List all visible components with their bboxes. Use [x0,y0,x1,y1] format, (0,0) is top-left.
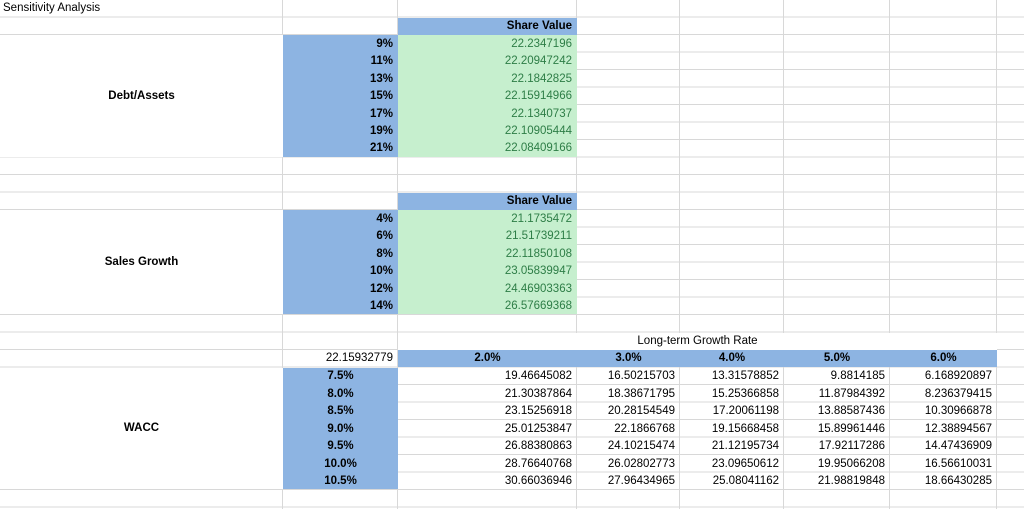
cell-wacc-value[interactable]: 25.08041162 [712,475,779,488]
cell-title[interactable]: Sensitivity Analysis [3,2,101,15]
cell-sales-growth-pct[interactable]: 6% [283,227,398,245]
cell-wacc-row-pct[interactable]: 8.0% [283,385,398,403]
cell-debt-assets-value[interactable]: 22.10905444 [398,122,577,140]
cell-wacc-row-pct[interactable]: 10.0% [283,455,398,473]
cell-sales-growth-value[interactable]: 21.1735472 [398,210,577,228]
cell-share-value-header-debt[interactable]: Share Value [398,17,577,35]
cell-sales-growth-value[interactable]: 24.46903363 [398,280,577,298]
cell-wacc-value[interactable]: 21.30387864 [504,387,572,400]
cell-debt-assets-value[interactable]: 22.1340737 [398,105,577,123]
cell-wacc-value[interactable]: 20.28154549 [607,405,675,418]
cell-wacc-row-pct[interactable]: 9.5% [283,437,398,455]
cell-sales-growth-label[interactable]: Sales Growth [0,210,283,314]
cell-sales-growth-value[interactable]: 26.57669368 [398,297,577,314]
cell-sales-growth-pct[interactable]: 4% [283,210,398,228]
cell-wacc-label[interactable]: WACC [0,367,283,489]
cell-wacc-col-header[interactable]: 2.0% [398,350,577,367]
cell-wacc-value[interactable]: 23.09650612 [711,457,779,470]
cell-debt-assets-pct[interactable]: 15% [283,87,398,105]
cell-wacc-value[interactable]: 24.10215474 [607,440,675,453]
cell-sales-growth-pct[interactable]: 14% [283,297,398,314]
cell-wacc-value[interactable]: 28.76640768 [504,457,572,470]
cell-sales-growth-value[interactable]: 21.51739211 [398,227,577,245]
cell-debt-assets-value[interactable]: 22.15914966 [398,87,577,105]
cell-share-value-header-sales[interactable]: Share Value [398,192,577,210]
cell-sales-growth-value[interactable]: 22.11850108 [398,245,577,263]
cell-debt-assets-value[interactable]: 22.2347196 [398,35,577,53]
cell-wacc-value[interactable]: 23.15256918 [504,405,572,418]
cell-wacc-value[interactable]: 13.31578852 [711,370,779,383]
cell-wacc-value[interactable]: 8.236379415 [924,387,992,400]
cell-wacc-value[interactable]: 30.66036946 [504,475,572,488]
cell-wacc-col-header[interactable]: 4.0% [680,350,784,367]
cell-debt-assets-value[interactable]: 22.20947242 [398,52,577,70]
cell-wacc-col-header[interactable]: 5.0% [784,350,890,367]
cell-wacc-value[interactable]: 18.38671795 [607,387,675,400]
cell-wacc-value[interactable]: 19.46645082 [504,370,572,383]
cell-debt-assets-pct[interactable]: 19% [283,122,398,140]
cell-wacc-value[interactable]: 27.96434965 [607,475,675,488]
cell-wacc-value[interactable]: 26.02802773 [607,457,675,470]
cell-wacc-value[interactable]: 21.12195734 [711,440,779,453]
cell-wacc-row-pct[interactable]: 9.0% [283,420,398,438]
cell-wacc-value[interactable]: 17.20061198 [712,405,779,418]
cell-sales-growth-pct[interactable]: 12% [283,280,398,298]
cell-wacc-row-pct[interactable]: 10.5% [283,472,398,489]
cell-wacc-value[interactable]: 9.8814185 [830,370,885,383]
cell-wacc-row-pct[interactable]: 8.5% [283,402,398,420]
cell-debt-assets-pct[interactable]: 11% [283,52,398,70]
cell-wacc-row-pct[interactable]: 7.5% [283,367,398,385]
cell-wacc-value[interactable]: 16.56610031 [924,457,992,470]
cell-wacc-col-header[interactable]: 6.0% [890,350,997,367]
cell-wacc-value[interactable]: 15.89961446 [817,422,885,435]
cell-wacc-value[interactable]: 14.47436909 [924,440,992,453]
cell-wacc-value[interactable]: 16.50215703 [607,370,675,383]
cell-wacc-value[interactable]: 19.15668458 [711,422,779,435]
cell-wacc-value[interactable]: 21.98819848 [817,475,885,488]
cell-wacc-corner-value[interactable]: 22.15932779 [325,352,393,365]
cell-sales-growth-value[interactable]: 23.05839947 [398,262,577,280]
cell-wacc-value[interactable]: 19.95066208 [817,457,885,470]
cell-long-term-growth-rate-header[interactable]: Long-term Growth Rate [398,332,997,350]
cell-debt-assets-pct[interactable]: 21% [283,140,398,157]
cell-wacc-value[interactable]: 6.168920897 [924,370,992,383]
cell-sales-growth-pct[interactable]: 8% [283,245,398,263]
cell-wacc-value[interactable]: 26.88380863 [504,440,572,453]
cell-wacc-value[interactable]: 25.01253847 [504,422,572,435]
cell-debt-assets-pct[interactable]: 13% [283,70,398,88]
cell-wacc-value[interactable]: 12.38894567 [924,422,992,435]
cell-sales-growth-pct[interactable]: 10% [283,262,398,280]
cell-debt-assets-pct[interactable]: 9% [283,35,398,53]
cell-debt-assets-label[interactable]: Debt/Assets [0,35,283,157]
cell-debt-assets-value[interactable]: 22.1842825 [398,70,577,88]
cell-debt-assets-value[interactable]: 22.08409166 [398,140,577,157]
cell-wacc-value[interactable]: 13.88587436 [817,405,885,418]
cell-wacc-value[interactable]: 11.87984392 [818,387,885,400]
cell-wacc-col-header[interactable]: 3.0% [577,350,680,367]
cell-wacc-value[interactable]: 10.30966878 [924,405,992,418]
cell-wacc-value[interactable]: 15.25366858 [711,387,779,400]
cell-debt-assets-pct[interactable]: 17% [283,105,398,123]
cell-wacc-value[interactable]: 17.92117286 [818,440,885,453]
cell-wacc-value[interactable]: 18.66430285 [924,475,992,488]
cell-wacc-value[interactable]: 22.1866768 [614,422,675,435]
